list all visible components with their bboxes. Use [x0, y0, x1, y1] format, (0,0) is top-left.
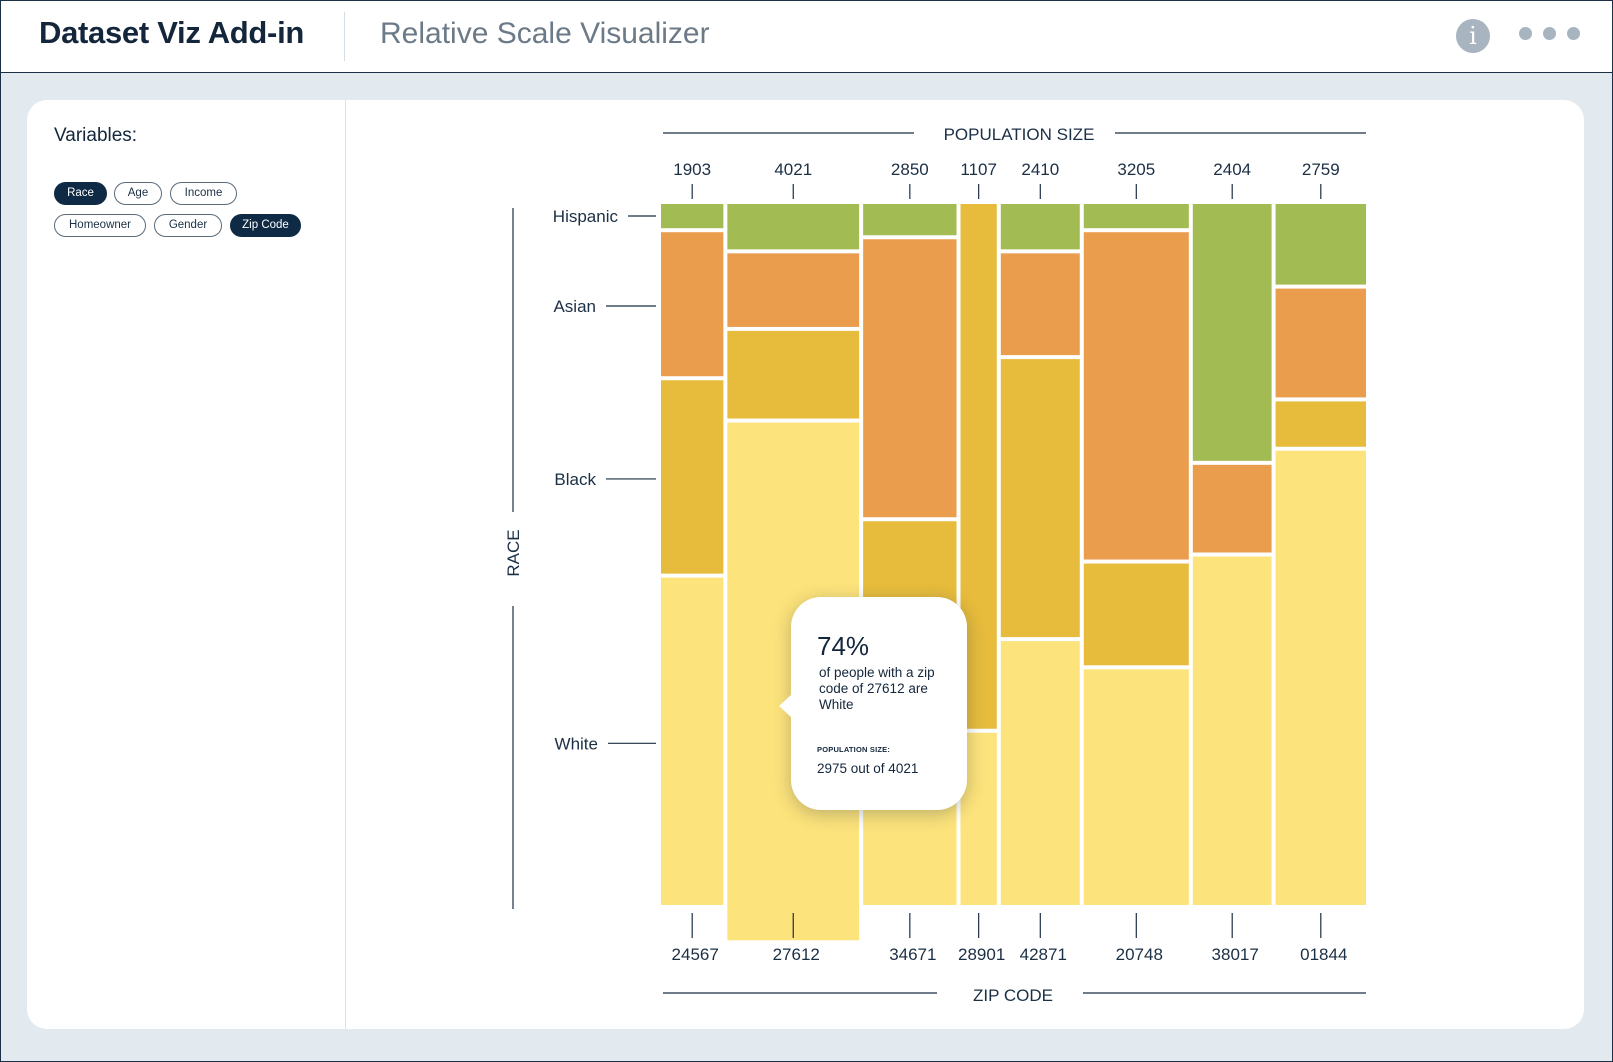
cell-38017-white: [1192, 556, 1272, 905]
tooltip-description: of people with a zip code of 27612 are W…: [819, 665, 935, 712]
cell-34671-asian: [863, 239, 957, 518]
chip-homeowner[interactable]: Homeowner: [54, 214, 146, 237]
cell-24567-hispanic: [661, 204, 724, 229]
title-divider: [344, 12, 345, 61]
zip-label-20748: 20748: [1116, 945, 1163, 964]
cell-01844-white: [1275, 450, 1366, 905]
chip-income[interactable]: Income: [170, 182, 237, 205]
bottom-axis-title: ZIP CODE: [973, 986, 1053, 1005]
population-label-01844: 2759: [1302, 160, 1340, 179]
cell-27612-black: [727, 330, 860, 419]
population-label-28901: 1107: [960, 160, 997, 179]
zip-label-42871: 42871: [1020, 945, 1067, 964]
cell-34671-hispanic: [863, 204, 957, 236]
tooltip-percent: 74%: [817, 631, 870, 661]
cell-24567-white: [661, 577, 724, 905]
top-bar: Dataset Viz Add-in Relative Scale Visual…: [0, 0, 1613, 73]
tooltip: 74% of people with a zip code of 27612 a…: [779, 597, 967, 810]
app-title: Dataset Viz Add-in: [39, 15, 305, 50]
cell-42871-hispanic: [1000, 204, 1080, 250]
zip-label-27612: 27612: [773, 945, 820, 964]
more-dot: [1519, 27, 1532, 40]
y-axis-title: RACE: [504, 529, 523, 576]
sidebar: Variables: Race Age Income Homeowner Gen…: [27, 100, 346, 1029]
cell-20748-asian: [1083, 232, 1189, 560]
cell-01844-hispanic: [1275, 204, 1366, 285]
more-options-icon[interactable]: [1519, 27, 1581, 41]
zip-label-38017: 38017: [1212, 945, 1259, 964]
population-label-27612: 4021: [774, 160, 812, 179]
chip-gender[interactable]: Gender: [154, 214, 222, 237]
cell-01844-asian: [1275, 288, 1366, 398]
info-icon[interactable]: i: [1456, 19, 1490, 53]
variables-label: Variables:: [54, 125, 138, 146]
zip-label-34671: 34671: [889, 945, 936, 964]
cell-20748-hispanic: [1083, 204, 1189, 229]
population-label-20748: 3205: [1117, 160, 1155, 179]
cell-24567-asian: [661, 232, 724, 377]
cell-20748-white: [1083, 669, 1189, 905]
row-label-black: Black: [554, 470, 596, 489]
tooltip-population-label: POPULATION SIZE:: [817, 745, 891, 754]
cell-42871-black: [1000, 359, 1080, 638]
cell-20748-black: [1083, 563, 1189, 666]
population-label-42871: 2410: [1021, 160, 1059, 179]
cell-38017-hispanic: [1192, 204, 1272, 461]
row-label-hispanic: Hispanic: [553, 207, 619, 226]
cell-42871-asian: [1000, 253, 1080, 356]
cell-01844-black: [1275, 401, 1366, 447]
population-label-38017: 2404: [1213, 160, 1251, 179]
zip-label-24567: 24567: [672, 945, 719, 964]
more-dot: [1543, 27, 1556, 40]
row-label-white: White: [555, 734, 598, 753]
chip-age[interactable]: Age: [114, 182, 162, 205]
app-subtitle: Relative Scale Visualizer: [380, 17, 710, 50]
population-label-34671: 2850: [891, 160, 929, 179]
row-label-asian: Asian: [553, 297, 596, 316]
cell-24567-black: [661, 380, 724, 574]
tooltip-population-value: 2975 out of 4021: [817, 761, 919, 776]
top-axis-title: POPULATION SIZE: [944, 125, 1095, 144]
cell-27612-hispanic: [727, 204, 860, 250]
zip-label-01844: 01844: [1300, 945, 1347, 964]
more-dot: [1567, 27, 1580, 40]
population-label-24567: 1903: [673, 160, 711, 179]
zip-label-28901: 28901: [958, 945, 1005, 964]
chip-race[interactable]: Race: [54, 182, 107, 205]
cell-42871-white: [1000, 641, 1080, 905]
cell-38017-asian: [1192, 464, 1272, 553]
cell-27612-asian: [727, 253, 860, 327]
chip-zip-code[interactable]: Zip Code: [230, 214, 301, 237]
